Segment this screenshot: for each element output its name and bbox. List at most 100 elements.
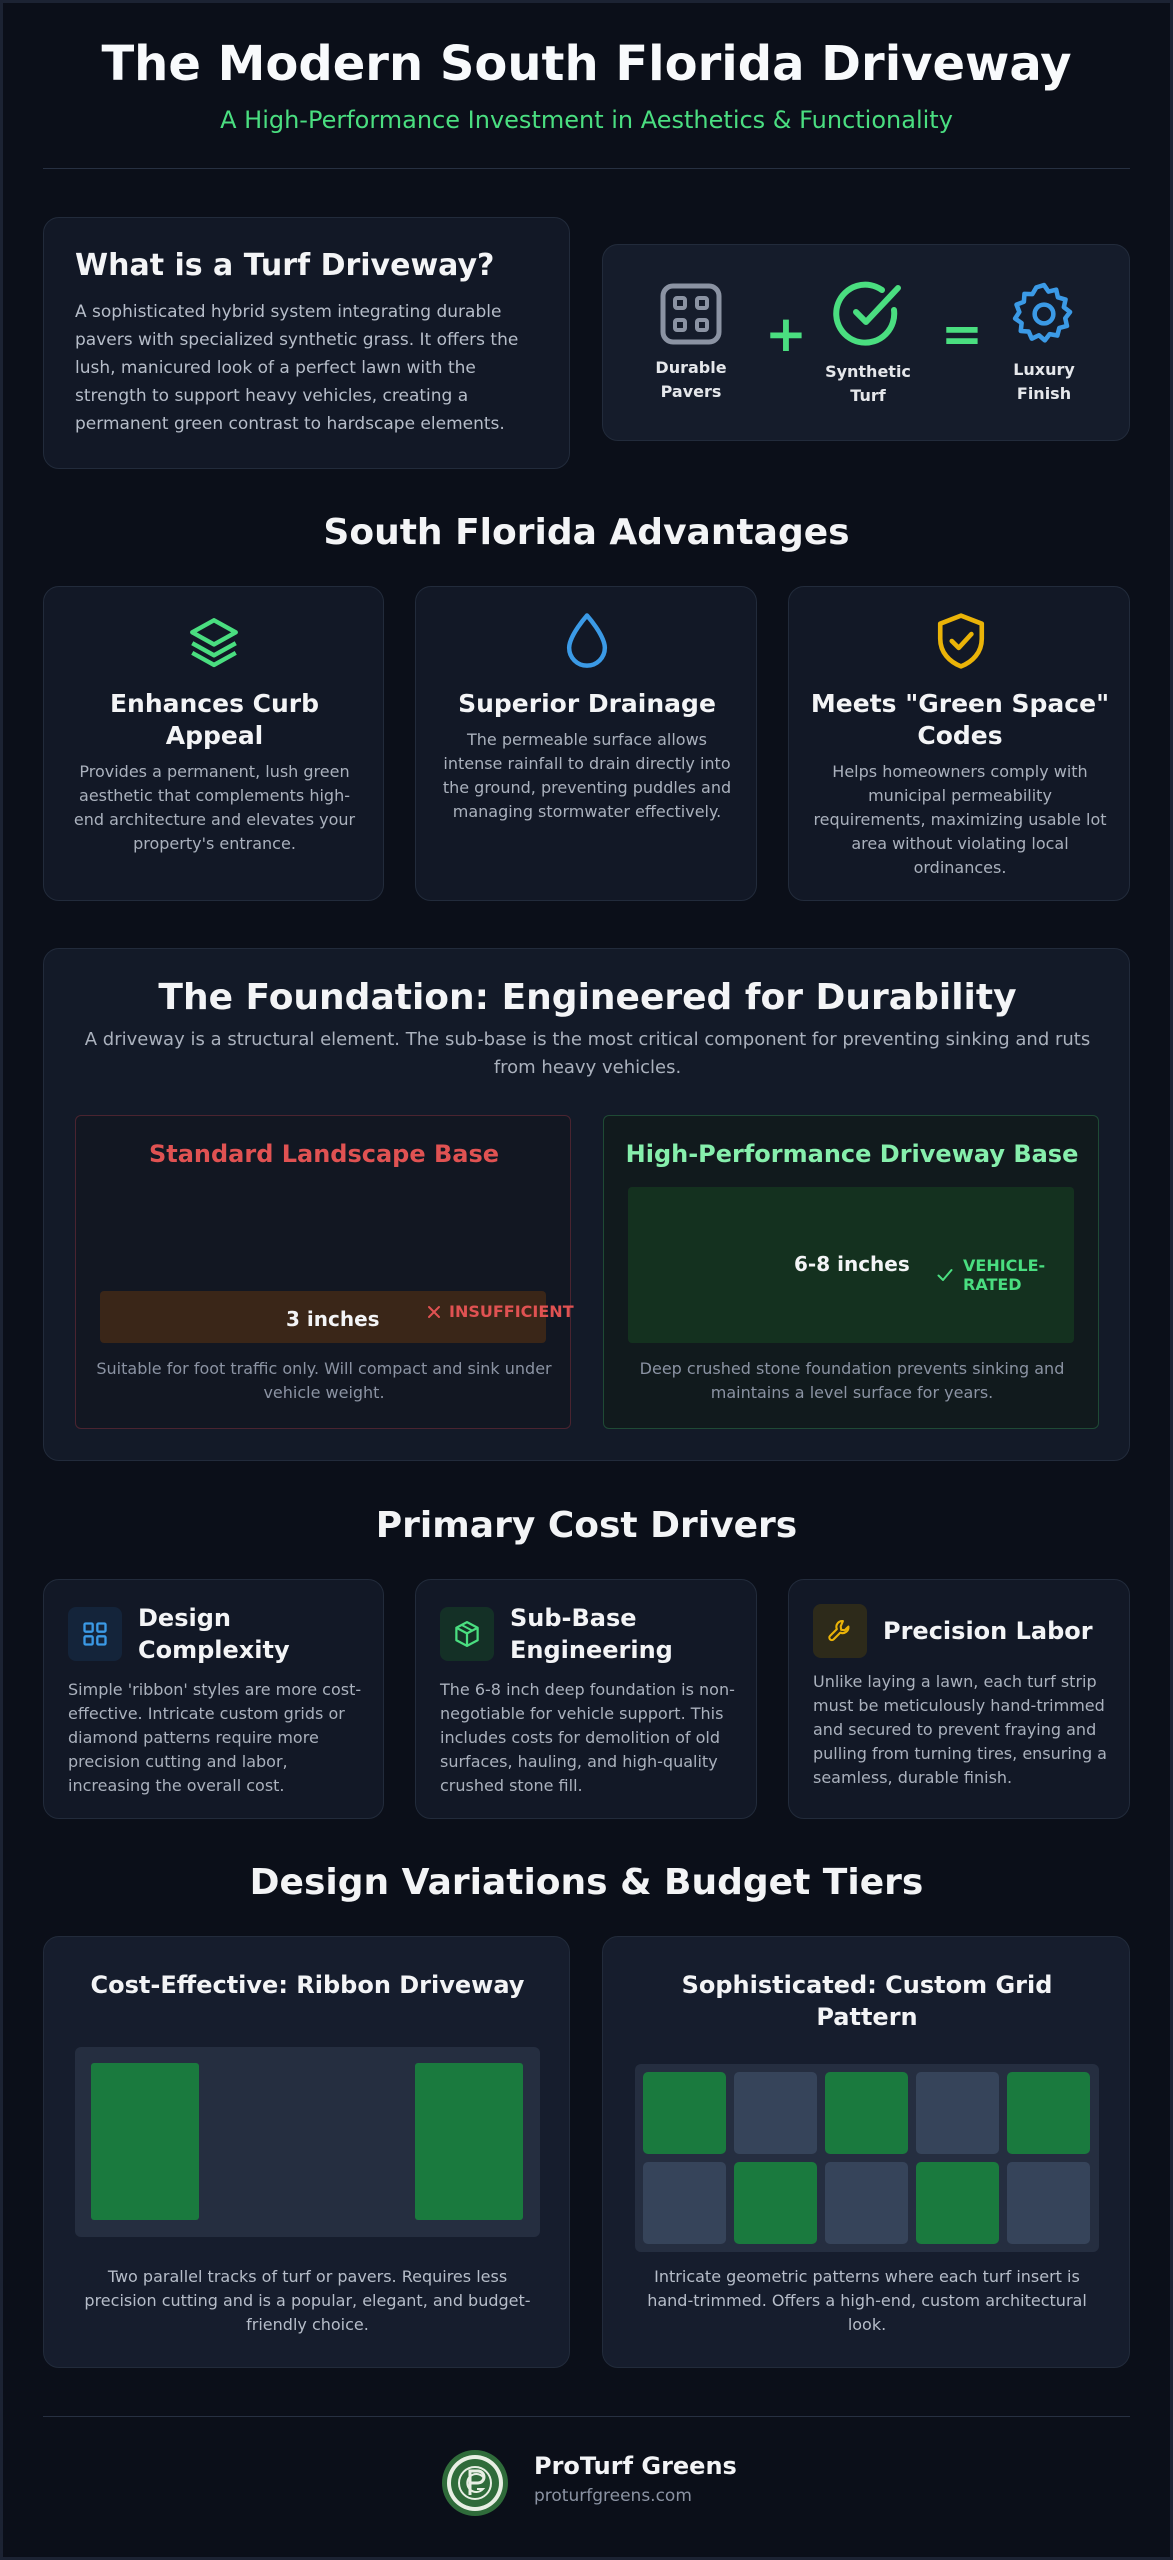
advantage-title-line: Enhances Curb <box>109 689 320 718</box>
check-icon <box>937 1268 953 1282</box>
intro-text: A sophisticated hybrid system integratin… <box>75 302 519 434</box>
layers-icon <box>185 613 243 671</box>
standard-base-title: Standard Landscape Base <box>148 1140 500 1168</box>
foundation-title-wrap: The Foundation: Engineered for Durabilit… <box>44 977 1131 1018</box>
brand-url[interactable]: proturfgreens.com <box>534 2486 692 2506</box>
text-line: end architecture and elevates your <box>73 810 356 829</box>
footer-divider <box>43 2416 1130 2417</box>
gear-icon <box>1010 280 1083 348</box>
text-line: maintains a level surface for years. <box>710 1383 994 1402</box>
cost-title-line: Complexity <box>138 1636 290 1664</box>
plus-sign: + <box>765 305 807 363</box>
ribbon-illustration <box>75 2047 540 2237</box>
text-line: surfaces, hauling, and high-quality <box>440 1752 718 1771</box>
performance-base-depth: 6-8 inches <box>794 1252 910 1276</box>
insufficient-badge: INSUFFICIENT <box>427 1302 574 1321</box>
performance-base-panel: High-Performance Driveway Base 6-8 inche… <box>603 1115 1099 1429</box>
advantages-title: South Florida Advantages <box>323 512 850 553</box>
grid-tile-turf <box>825 2072 908 2154</box>
standard-base-layer: 3 inches <box>100 1291 546 1343</box>
advantages-section-title: South Florida Advantages <box>0 512 1173 553</box>
cost-title: Sub-Base Engineering <box>510 1602 673 1666</box>
wrench-icon <box>813 1604 867 1658</box>
grid-title-line: Sophisticated: Custom Grid <box>681 1971 1053 1999</box>
grid-tile-turf <box>643 2072 726 2154</box>
grid-tile-paver <box>1007 2162 1090 2244</box>
text-line: Deep crushed stone foundation prevents s… <box>639 1359 1065 1378</box>
text-line: A driveway is a structural element. The … <box>84 1029 1091 1050</box>
cost-card-subbase: Sub-Base Engineering The 6-8 inch deep f… <box>415 1579 757 1819</box>
standard-base-panel: Standard Landscape Base 3 inches INSUFFI… <box>75 1115 574 1429</box>
cube-icon <box>440 1607 494 1661</box>
cost-title-line: Engineering <box>510 1636 673 1664</box>
text-line: requirements, maximizing usable lot <box>813 810 1107 829</box>
cost-text: Simple 'ribbon' styles are more cost- ef… <box>68 1678 368 1798</box>
performance-base-layer: 6-8 inches <box>628 1187 1074 1343</box>
footer-brand: ProTurf Greens proturfgreens.com <box>534 2452 737 2506</box>
grid-icon <box>68 1607 122 1661</box>
grid-tile-paver <box>734 2072 817 2154</box>
ribbon-track-left <box>91 2063 199 2220</box>
shield-check-icon <box>933 611 989 671</box>
grid-tile-paver <box>643 2162 726 2244</box>
text-line: Helps homeowners comply with <box>832 762 1088 781</box>
text-line: the ground, preventing puddles and <box>442 778 732 797</box>
text-line: precision cutting and labor, <box>68 1752 288 1771</box>
text-line: municipal permeability <box>868 786 1052 805</box>
text-line: vehicle weight. <box>263 1383 385 1402</box>
text-line: The permeable surface allows <box>466 730 708 749</box>
text-line: ordinances. <box>913 858 1007 877</box>
standard-base-depth: 3 inches <box>286 1307 380 1331</box>
grid-tile-turf <box>916 2162 999 2244</box>
text-line: diamond patterns require more <box>68 1728 319 1747</box>
text-line: Simple 'ribbon' styles are more cost- <box>68 1680 362 1699</box>
text-line: from heavy vehicles. <box>493 1057 682 1078</box>
advantage-title-line: Superior Drainage <box>458 689 716 718</box>
x-icon <box>427 1305 441 1319</box>
formula-label-line: Pavers <box>660 382 722 401</box>
text-line: Provides a permanent, lush green <box>79 762 350 781</box>
designs-section-title: Design Variations & Budget Tiers <box>0 1862 1173 1903</box>
advantage-title: Superior Drainage <box>416 688 758 720</box>
formula-label-pavers: Durable Pavers <box>650 356 732 404</box>
formula-label-line: Synthetic <box>825 362 911 381</box>
performance-base-note: Deep crushed stone foundation prevents s… <box>604 1357 1100 1405</box>
brand-logo <box>441 2449 509 2517</box>
text-line: increasing the overall cost. <box>68 1776 285 1795</box>
designs-title: Design Variations & Budget Tiers <box>249 1862 924 1903</box>
text-line: property's entrance. <box>133 834 296 853</box>
grid-tile-paver <box>825 2162 908 2244</box>
formula-label-finish: Luxury Finish <box>1005 358 1083 406</box>
text-line: look. <box>847 2315 887 2334</box>
text-line: Two parallel tracks of turf or pavers. R… <box>107 2267 508 2286</box>
foundation-text: A driveway is a structural element. The … <box>44 1026 1131 1082</box>
text-line: negotiable for vehicle support. This <box>440 1704 724 1723</box>
cost-title-line: Design <box>138 1604 231 1632</box>
insufficient-label: INSUFFICIENT <box>449 1302 574 1321</box>
text-line: hand-trimmed. Offers a high-end, custom … <box>647 2291 1087 2310</box>
foundation-card: The Foundation: Engineered for Durabilit… <box>43 948 1130 1461</box>
brand-name: ProTurf Greens <box>534 2452 737 2480</box>
advantage-text: The permeable surface allows intense rai… <box>416 728 758 824</box>
formula-label-turf: Synthetic Turf <box>825 360 911 408</box>
text-line: Suitable for foot traffic only. Will com… <box>96 1359 552 1378</box>
grid-text: Intricate geometric patterns where each … <box>603 2265 1131 2337</box>
grid-tile-paver <box>916 2072 999 2154</box>
text-line: and secured to prevent fraying and <box>813 1720 1097 1739</box>
ribbon-track-right <box>415 2063 523 2220</box>
ribbon-design-card: Cost-Effective: Ribbon Driveway Two para… <box>43 1936 570 2368</box>
equals-sign: = <box>941 305 983 363</box>
foundation-title: The Foundation: Engineered for Durabilit… <box>158 977 1017 1018</box>
text-line: pulling from turning tires, ensuring a <box>813 1744 1107 1763</box>
performance-base-title: High-Performance Driveway Base <box>625 1140 1079 1168</box>
vehicle-rated-label: VEHICLE-RATED <box>963 1256 1046 1294</box>
grid-tile-turf <box>734 2162 817 2244</box>
text-line: aesthetic that complements high- <box>79 786 350 805</box>
droplet-icon <box>560 611 614 669</box>
formula-item-turf: Synthetic Turf <box>825 278 911 408</box>
text-line: includes costs for demolition of old <box>440 1728 720 1747</box>
grid-title: Sophisticated: Custom Grid Pattern <box>603 1969 1131 2033</box>
standard-base-note: Suitable for foot traffic only. Will com… <box>76 1357 572 1405</box>
formula-card: Durable Pavers + Synthetic Turf = Luxury… <box>602 244 1130 441</box>
cost-title: Design Complexity <box>138 1602 290 1666</box>
